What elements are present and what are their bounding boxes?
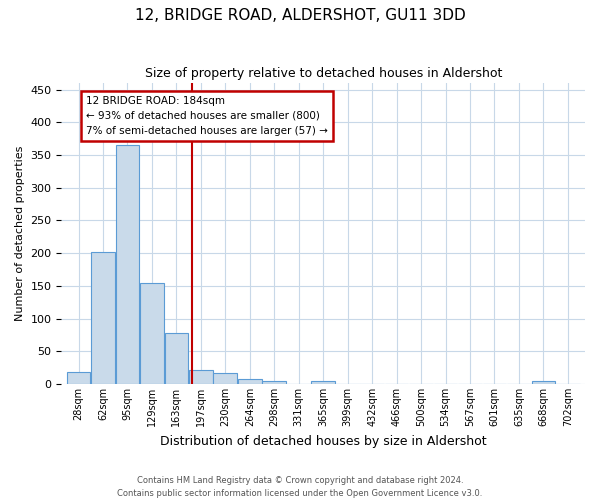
Bar bbox=[262, 380, 286, 384]
Bar bbox=[164, 333, 188, 384]
Title: Size of property relative to detached houses in Aldershot: Size of property relative to detached ho… bbox=[145, 68, 502, 80]
X-axis label: Distribution of detached houses by size in Aldershot: Distribution of detached houses by size … bbox=[160, 434, 487, 448]
Bar bbox=[189, 370, 213, 384]
Y-axis label: Number of detached properties: Number of detached properties bbox=[15, 146, 25, 321]
Text: Contains HM Land Registry data © Crown copyright and database right 2024.
Contai: Contains HM Land Registry data © Crown c… bbox=[118, 476, 482, 498]
Bar bbox=[311, 380, 335, 384]
Bar bbox=[214, 373, 237, 384]
Text: 12, BRIDGE ROAD, ALDERSHOT, GU11 3DD: 12, BRIDGE ROAD, ALDERSHOT, GU11 3DD bbox=[134, 8, 466, 22]
Bar bbox=[238, 379, 262, 384]
Bar bbox=[67, 372, 91, 384]
Bar bbox=[140, 282, 164, 384]
Bar bbox=[532, 382, 555, 384]
Bar bbox=[91, 252, 115, 384]
Text: 12 BRIDGE ROAD: 184sqm
← 93% of detached houses are smaller (800)
7% of semi-det: 12 BRIDGE ROAD: 184sqm ← 93% of detached… bbox=[86, 96, 328, 136]
Bar bbox=[116, 145, 139, 384]
